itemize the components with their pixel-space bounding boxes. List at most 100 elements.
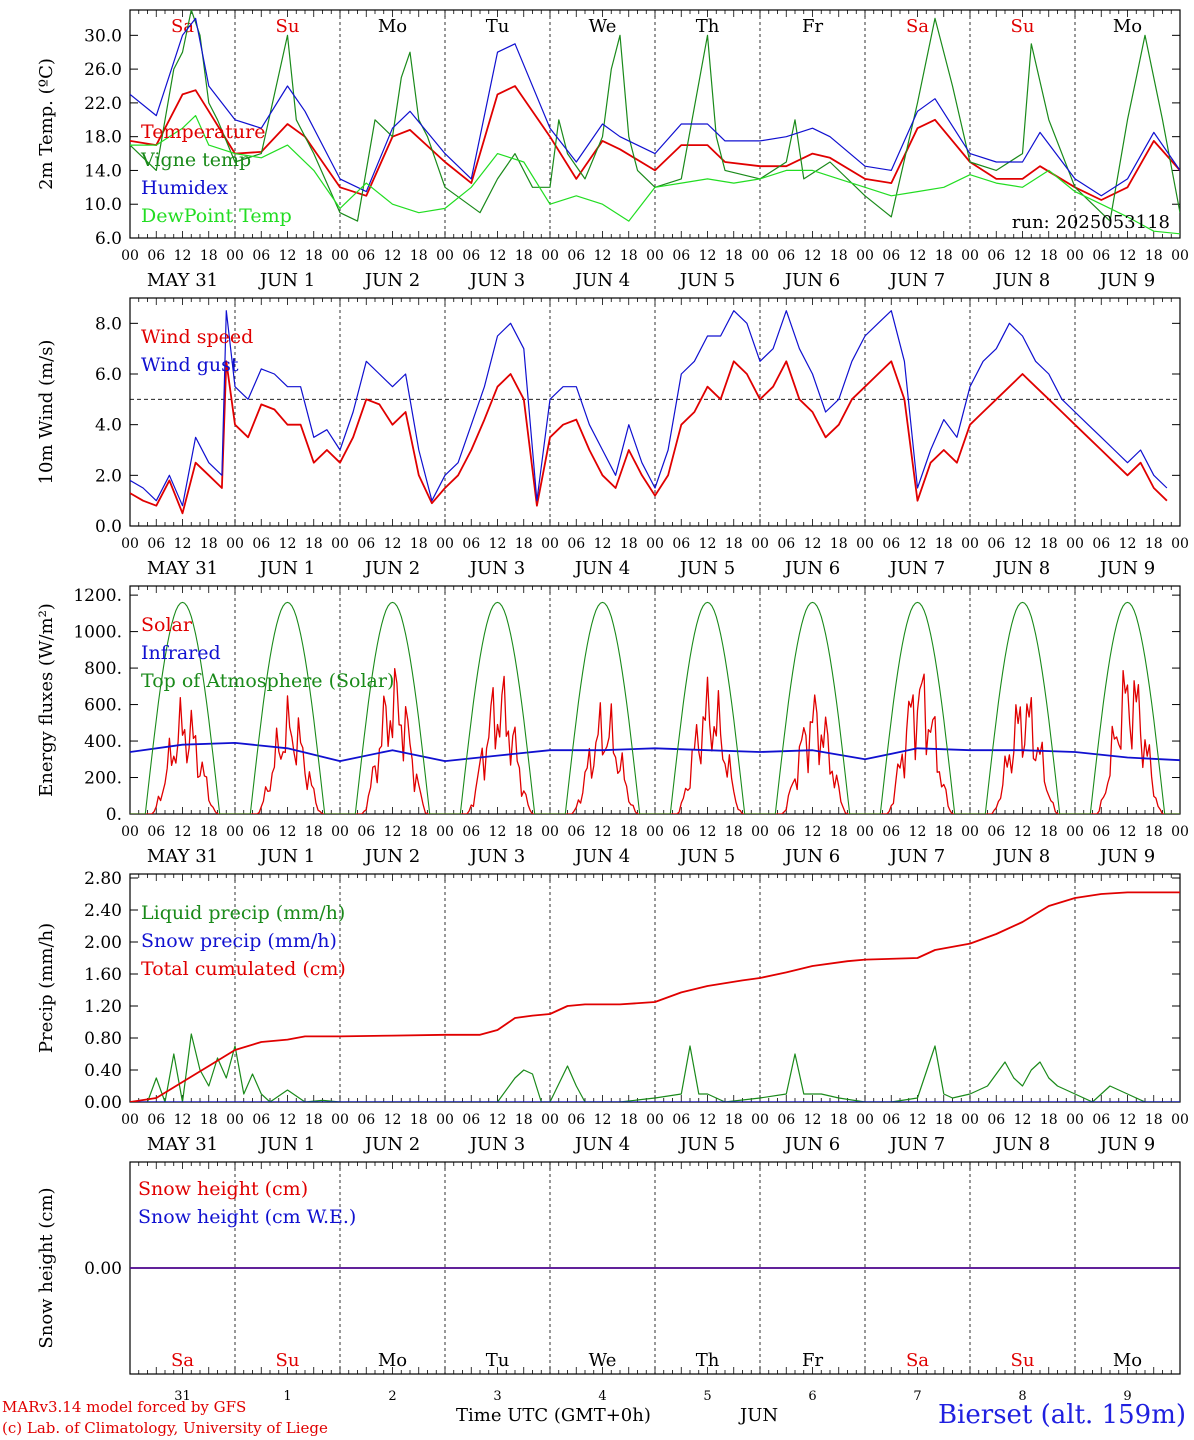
y-tick-label: 0.40 <box>84 1061 122 1081</box>
day-name-label: We <box>589 16 617 37</box>
x-tick-label: 18 <box>200 1112 218 1128</box>
date-label: MAY 31 <box>147 558 218 579</box>
x-tick-label: 00 <box>751 1112 769 1128</box>
date-label: JUN 3 <box>468 1134 525 1155</box>
x-tick-label: 00 <box>331 536 349 552</box>
x-tick-label: 06 <box>147 248 165 264</box>
series-group-wind <box>130 310 1168 515</box>
x-tick-label: 06 <box>567 248 585 264</box>
x-tick-label: 06 <box>672 1112 690 1128</box>
x-tick-label: 18 <box>620 1112 638 1128</box>
date-label: JUN 4 <box>573 270 630 291</box>
x-tick-label: 18 <box>830 824 848 840</box>
day-name-label: Tu <box>486 16 510 37</box>
x-tick-label: 12 <box>1119 248 1137 264</box>
day-name-label: We <box>589 1350 617 1371</box>
x-tick-label: 12 <box>594 536 612 552</box>
y-tick-label: 1.20 <box>84 997 122 1017</box>
series-line-liquid-precip-mm-h <box>130 1033 1180 1102</box>
legend-label: Wind gust <box>141 354 239 376</box>
date-label: JUN 4 <box>573 558 630 579</box>
x-tick-label: 12 <box>594 248 612 264</box>
x-tick-label: 00 <box>856 824 874 840</box>
x-tick-label: 12 <box>699 536 717 552</box>
x-tick-label: 06 <box>882 824 900 840</box>
date-label: JUN 4 <box>573 846 630 867</box>
y-tick-label: 10.0 <box>84 195 122 215</box>
date-label: JUN 4 <box>573 1134 630 1155</box>
day-number-label: 1 <box>283 1389 291 1404</box>
x-tick-label: 06 <box>777 536 795 552</box>
date-label: JUN 2 <box>363 558 420 579</box>
y-axis-label-temperature: 2m Temp. (ºC) <box>36 58 57 190</box>
x-tick-label: 18 <box>515 248 533 264</box>
x-tick-label: 18 <box>305 1112 323 1128</box>
day-number-label: 5 <box>703 1389 711 1404</box>
x-tick-label: 00 <box>331 248 349 264</box>
x-tick-label: 12 <box>174 1112 192 1128</box>
x-tick-label: 18 <box>1145 1112 1163 1128</box>
date-label: JUN 8 <box>993 846 1050 867</box>
x-tick-label: 00 <box>331 1112 349 1128</box>
x-tick-label: 00 <box>646 248 664 264</box>
x-tick-label: 00 <box>1171 536 1189 552</box>
y-tick-label: 1.60 <box>84 965 122 985</box>
day-number-label: 6 <box>808 1389 816 1404</box>
credit-lab: (c) Lab. of Climatology, University of L… <box>2 1419 328 1437</box>
day-name-label: Su <box>1011 1350 1035 1371</box>
x-tick-label: 12 <box>279 1112 297 1128</box>
y-tick-label: 0.00 <box>84 1093 122 1113</box>
x-tick-label: 12 <box>384 536 402 552</box>
y-tick-label: 1000. <box>73 623 122 643</box>
x-tick-label: 12 <box>279 824 297 840</box>
x-tick-label: 12 <box>489 248 507 264</box>
x-tick-label: 00 <box>436 824 454 840</box>
y-tick-label: 1200. <box>73 586 122 606</box>
x-tick-label: 12 <box>804 824 822 840</box>
x-tick-label: 18 <box>935 824 953 840</box>
x-tick-label: 18 <box>515 824 533 840</box>
x-tick-label: 00 <box>331 824 349 840</box>
x-tick-label: 18 <box>1145 824 1163 840</box>
x-tick-label: 12 <box>1119 536 1137 552</box>
date-label: MAY 31 <box>147 846 218 867</box>
y-axis-label-snow: Snow height (cm) <box>36 1187 57 1348</box>
x-tick-label: 18 <box>725 248 743 264</box>
series-line-wind-speed <box>130 360 1168 515</box>
date-label: JUN 2 <box>363 270 420 291</box>
date-label: JUN 7 <box>888 558 945 579</box>
x-tick-label: 06 <box>147 536 165 552</box>
date-label: JUN 9 <box>1098 558 1155 579</box>
date-label: JUN 1 <box>258 846 315 867</box>
y-tick-label: 200. <box>84 769 122 789</box>
day-name-label: Tu <box>486 1350 510 1371</box>
x-tick-label: 12 <box>1119 1112 1137 1128</box>
x-tick-label: 00 <box>1066 1112 1084 1128</box>
x-tick-label: 18 <box>515 536 533 552</box>
y-tick-label: 6.0 <box>95 229 122 249</box>
x-tick-label: 06 <box>1092 248 1110 264</box>
date-label: JUN 2 <box>363 1134 420 1155</box>
x-tick-label: 12 <box>384 248 402 264</box>
legend-label: Liquid precip (mm/h) <box>141 902 345 924</box>
x-tick-label: 00 <box>1171 824 1189 840</box>
x-tick-label: 12 <box>699 1112 717 1128</box>
day-number-label: 8 <box>1018 1389 1026 1404</box>
x-tick-label: 18 <box>725 536 743 552</box>
y-tick-label: 8.0 <box>95 314 122 334</box>
series-group-energy <box>130 601 1180 814</box>
date-label: JUN 3 <box>468 846 525 867</box>
date-label: JUN 6 <box>783 1134 840 1155</box>
y-tick-label: 22.0 <box>84 94 122 114</box>
x-tick-label: 00 <box>961 1112 979 1128</box>
day-name-label: Mo <box>1113 1350 1142 1371</box>
series-line-temperature <box>130 85 1180 201</box>
day-name-label: Sa <box>906 16 929 37</box>
day-number-label: 9 <box>1123 1389 1131 1404</box>
date-label: JUN 8 <box>993 558 1050 579</box>
x-tick-label: 18 <box>830 536 848 552</box>
x-tick-label: 18 <box>935 1112 953 1128</box>
x-tick-label: 12 <box>1014 536 1032 552</box>
legend-label: Infrared <box>141 642 221 664</box>
x-tick-label: 00 <box>541 536 559 552</box>
